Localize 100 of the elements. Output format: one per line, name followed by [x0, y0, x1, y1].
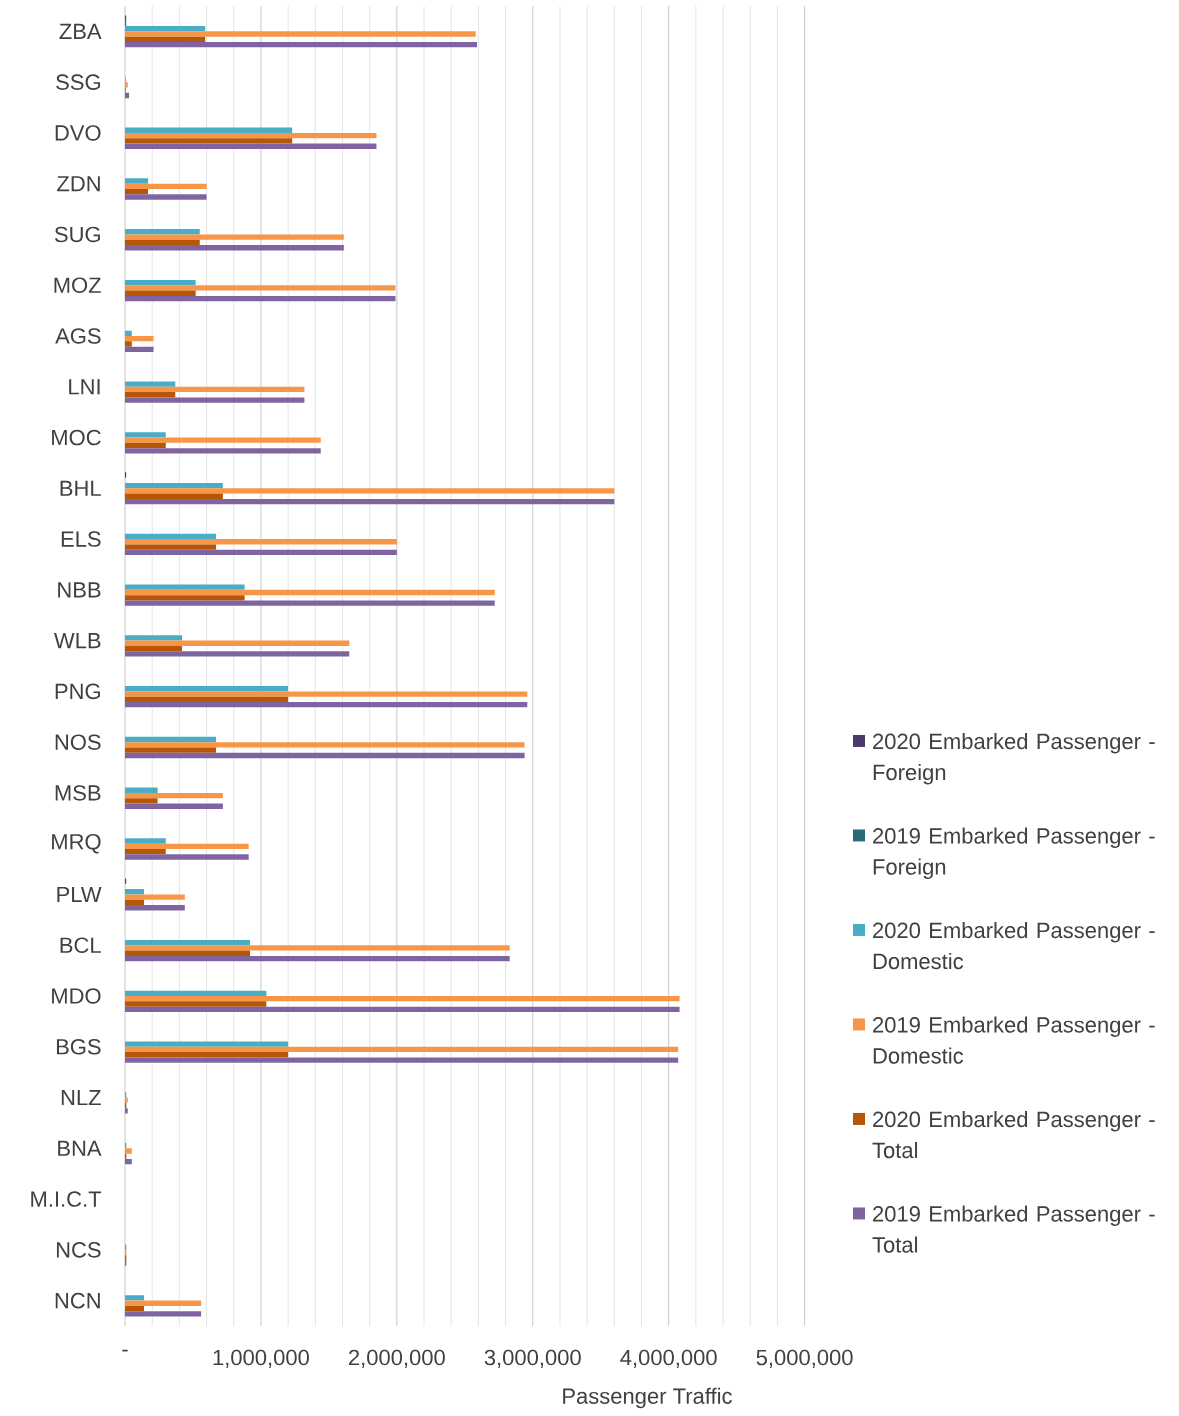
bar — [125, 482, 223, 489]
bar — [125, 747, 217, 753]
bar — [125, 381, 176, 387]
bar — [125, 589, 495, 596]
y-tick-label: BCL — [60, 937, 101, 954]
bar — [125, 1311, 202, 1317]
bar — [125, 595, 245, 601]
y-tick-label: M.I.C.T — [31, 1191, 102, 1207]
legend-label: 2019 Embarked Passenger - Foreign — [873, 827, 1155, 879]
bar — [125, 899, 145, 906]
bar — [125, 990, 267, 996]
bar — [125, 544, 217, 550]
bar — [125, 1158, 132, 1165]
bar — [125, 335, 154, 342]
bar — [125, 1097, 128, 1103]
y-tick-label: PLW — [57, 886, 102, 903]
y-tick-label: MSB — [55, 785, 101, 801]
bar — [125, 640, 350, 646]
bar — [125, 702, 528, 708]
x-tick-label: 5,000,000 — [756, 1349, 853, 1368]
bar — [125, 549, 397, 556]
y-tick-label: NBB — [58, 582, 101, 598]
bar — [125, 183, 207, 190]
bar — [125, 488, 615, 494]
bar — [125, 42, 478, 48]
y-tick-label: MRQ — [52, 833, 101, 854]
bar — [125, 229, 200, 235]
bar — [125, 36, 206, 43]
bar — [125, 1041, 289, 1047]
bar — [125, 498, 615, 505]
y-tick-label: LNI — [69, 379, 100, 395]
bar — [125, 132, 377, 139]
x-axis-title: Passenger Traffic — [563, 1387, 732, 1409]
bar — [125, 787, 158, 793]
bar — [125, 1046, 679, 1053]
y-tick-label: MOC — [52, 429, 101, 446]
x-tick-label: 3,000,000 — [484, 1349, 581, 1368]
y-tick-label: BGS — [56, 1038, 101, 1055]
bar — [125, 752, 525, 759]
bar — [125, 397, 305, 403]
bar — [125, 1052, 289, 1058]
bar — [125, 285, 396, 291]
bar — [125, 178, 149, 184]
bar — [125, 189, 149, 195]
y-tick-label: WLB — [54, 633, 101, 649]
y-tick-label: MOZ — [54, 277, 101, 294]
x-tick-label: 1,000,000 — [213, 1349, 309, 1368]
y-tick-label: NOS — [55, 734, 101, 750]
y-tick-label: AGS — [55, 328, 101, 344]
y-tick-label: MDO — [52, 988, 101, 1004]
legend-label: 2019 Embarked Passenger - Total — [872, 1205, 1155, 1253]
legend-label: 2020 Embarked Passenger - Foreign — [873, 733, 1155, 785]
bar — [125, 854, 249, 860]
bar — [125, 138, 293, 144]
bar — [125, 448, 321, 454]
bar — [125, 539, 397, 545]
bar — [125, 894, 185, 900]
bar — [125, 905, 185, 911]
bar — [125, 635, 183, 641]
legend-label: 2020 Embarked Passenger - Domestic — [873, 922, 1155, 970]
bar — [125, 1300, 202, 1306]
y-tick-label: ELS — [61, 531, 101, 547]
bar — [125, 1305, 145, 1312]
bar — [125, 600, 495, 606]
x-tick-label: - — [122, 1349, 128, 1352]
bar — [125, 432, 166, 438]
bar — [125, 849, 166, 855]
y-tick-label: NCN — [55, 1292, 100, 1309]
bar — [125, 889, 145, 895]
bar — [125, 686, 289, 692]
bar — [125, 279, 196, 286]
bar — [125, 290, 196, 296]
bar — [125, 239, 200, 246]
bar — [125, 82, 128, 88]
bar — [125, 295, 396, 302]
bar — [125, 386, 305, 393]
y-tick-label: SUG — [54, 226, 100, 243]
bar — [125, 995, 680, 1002]
bar — [125, 645, 183, 652]
bar — [125, 1006, 680, 1012]
bar — [125, 838, 166, 844]
y-tick-label: NLZ — [61, 1089, 101, 1106]
bar — [125, 442, 166, 449]
y-tick-label: BHL — [60, 480, 101, 496]
y-tick-label: ZBA — [59, 23, 102, 39]
bar — [125, 1057, 679, 1063]
bar — [125, 330, 132, 336]
y-tick-label: DVO — [55, 125, 101, 141]
bar — [125, 843, 249, 850]
bar — [125, 691, 528, 697]
y-tick-label: SSG — [56, 74, 100, 90]
bar — [125, 742, 525, 748]
y-tick-label: ZDN — [57, 176, 100, 192]
bar — [125, 945, 510, 951]
bar — [125, 651, 350, 657]
bar — [125, 736, 217, 743]
bar — [125, 26, 206, 32]
y-tick-label: BNA — [58, 1140, 102, 1156]
bar — [125, 584, 245, 590]
legend-label: 2019 Embarked Passenger - Domestic — [873, 1016, 1155, 1064]
